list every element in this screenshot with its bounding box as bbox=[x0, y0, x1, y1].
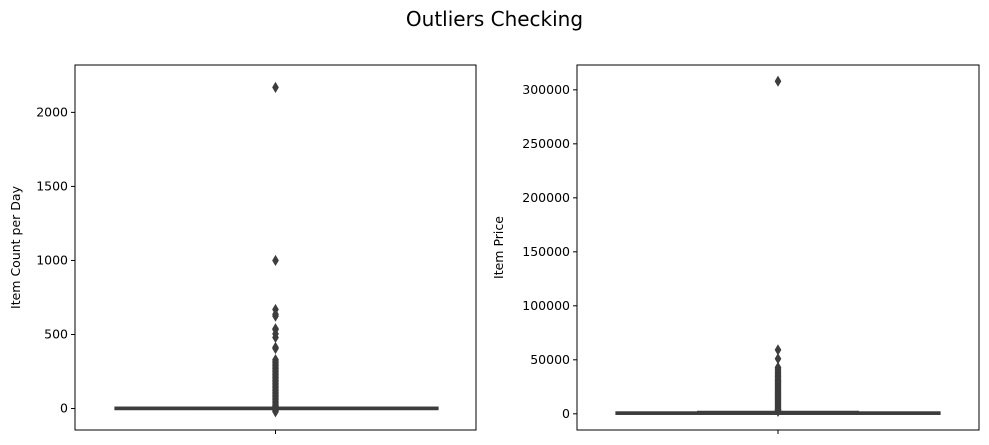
y-tick-label: 100000 bbox=[522, 298, 570, 313]
y-tick-label: 150000 bbox=[522, 244, 570, 259]
y-tick-label: 0 bbox=[60, 401, 68, 416]
outlier-point bbox=[774, 75, 782, 87]
y-axis-label: Item Price bbox=[491, 216, 506, 279]
y-tick-label: 250000 bbox=[522, 136, 570, 151]
plot-frame bbox=[576, 64, 980, 431]
figure-title: Outliers Checking bbox=[405, 7, 584, 31]
y-tick-label: 200000 bbox=[522, 190, 570, 205]
y-axis-label: Item Count per Day bbox=[8, 185, 23, 309]
outlier-point bbox=[272, 254, 279, 267]
y-tick-label: 0 bbox=[562, 406, 570, 421]
outlier-point bbox=[272, 310, 279, 322]
y-tick-label: 1500 bbox=[36, 178, 68, 193]
outlier-point bbox=[272, 81, 279, 93]
outlier-point bbox=[272, 406, 279, 418]
y-tick-label: 500 bbox=[44, 326, 68, 341]
chart-panel-item-price: 0 50000 100000 150000 200000 250000 300000 Item… bbox=[491, 64, 980, 434]
outlier-point bbox=[774, 405, 782, 417]
y-tick-label: 300000 bbox=[522, 82, 570, 97]
plot-frame bbox=[74, 64, 477, 431]
y-tick-label: 50000 bbox=[530, 352, 570, 367]
chart-panel-item-count: 0 500 1000 1500 2000 Item Count per Day bbox=[8, 64, 477, 434]
y-tick-label: 1000 bbox=[36, 252, 68, 267]
y-tick-label: 2000 bbox=[36, 104, 68, 119]
outlier-point bbox=[272, 342, 279, 355]
